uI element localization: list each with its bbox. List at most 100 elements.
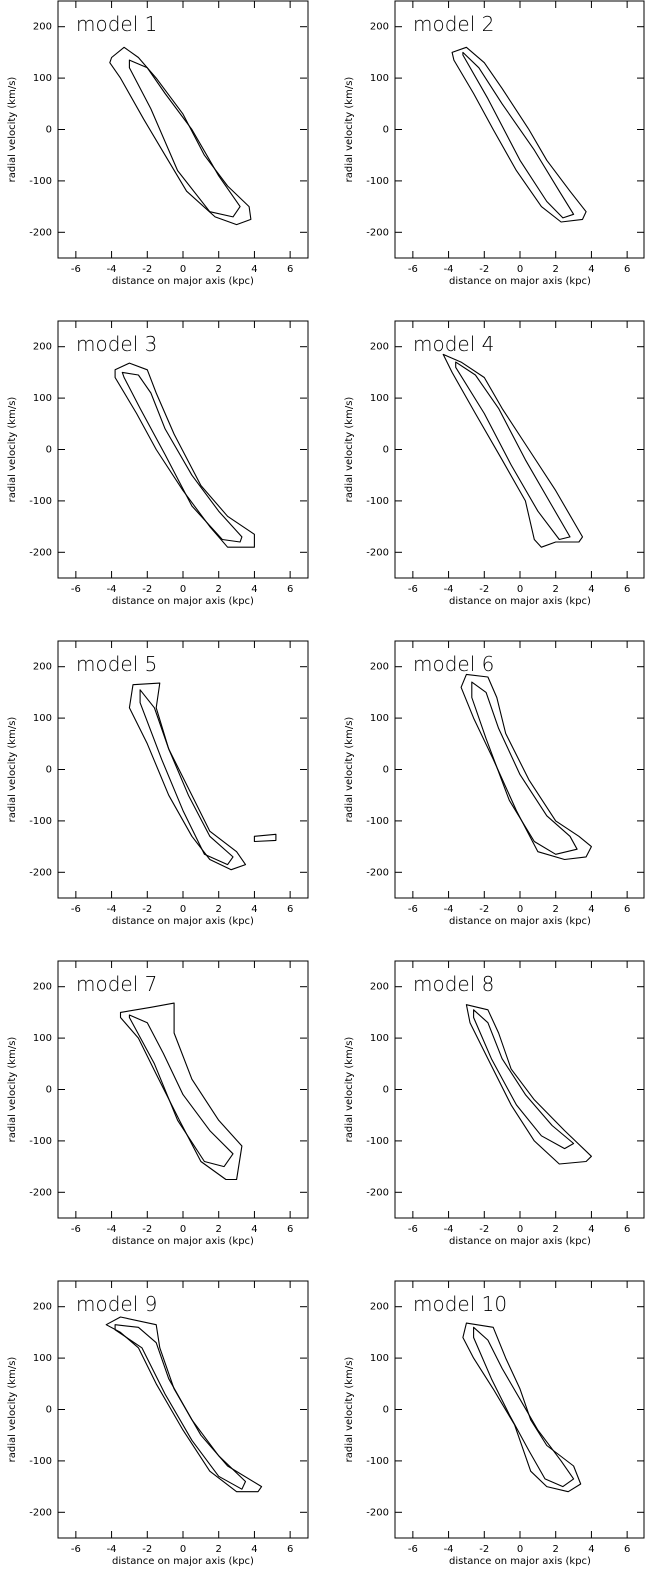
contour <box>119 1002 243 1181</box>
x-tick-label: 4 <box>588 1544 594 1555</box>
x-axis-label: distance on major axis (kpc) <box>449 276 591 287</box>
x-tick-label: 0 <box>180 584 186 595</box>
panel: model 9 -6 -4 -2 0 2 4 6 -200 -100 0 100 200 distance… <box>7 1280 309 1567</box>
x-tick-label: 2 <box>216 1224 222 1235</box>
y-tick-label: 0 <box>46 765 52 776</box>
x-tick-label: 4 <box>588 264 594 275</box>
x-axis-label: distance on major axis (kpc) <box>112 276 254 287</box>
x-tick-label: -6 <box>71 904 81 915</box>
y-tick-label: 100 <box>33 1033 52 1044</box>
contour <box>465 1004 592 1165</box>
y-tick-label: -200 <box>366 1187 389 1198</box>
y-tick-label: -200 <box>366 867 389 878</box>
x-tick-label: -2 <box>142 904 152 915</box>
x-tick-label: -6 <box>71 264 81 275</box>
x-axis-label: distance on major axis (kpc) <box>449 916 591 927</box>
contour <box>473 1009 575 1150</box>
y-tick-label: 0 <box>383 1085 389 1096</box>
y-tick-label: 100 <box>370 73 389 84</box>
x-tick-label: 0 <box>517 1224 523 1235</box>
x-tick-label: -6 <box>408 584 418 595</box>
x-tick-label: 2 <box>553 904 559 915</box>
y-tick-label: 0 <box>383 445 389 456</box>
panel-title: model 3 <box>76 332 157 356</box>
x-tick-label: -4 <box>107 264 117 275</box>
y-axis-label: radial velocity (km/s) <box>7 397 18 503</box>
x-tick-label: 2 <box>553 584 559 595</box>
y-tick-label: -100 <box>366 496 389 507</box>
x-tick-label: -4 <box>107 584 117 595</box>
y-tick-label: -200 <box>29 867 52 878</box>
y-tick-label: 100 <box>33 713 52 724</box>
y-tick-label: -100 <box>366 1456 389 1467</box>
x-tick-label: 0 <box>517 584 523 595</box>
contour <box>114 362 255 548</box>
x-tick-label: 2 <box>216 904 222 915</box>
x-tick-label: -4 <box>107 1544 117 1555</box>
x-tick-label: -2 <box>479 904 489 915</box>
panel: model 4 -6 -4 -2 0 2 4 6 -200 -100 0 100 200 distance… <box>344 320 645 607</box>
x-tick-label: 4 <box>251 904 257 915</box>
x-tick-label: -6 <box>408 264 418 275</box>
panel: model 6 -6 -4 -2 0 2 4 6 -200 -100 0 100 200 distance… <box>344 640 645 927</box>
y-tick-label: 100 <box>33 1353 52 1364</box>
y-axis-label: radial velocity (km/s) <box>344 397 355 503</box>
contour <box>462 51 575 219</box>
x-tick-label: 0 <box>180 1224 186 1235</box>
y-tick-label: 0 <box>46 125 52 136</box>
x-tick-label: 4 <box>588 584 594 595</box>
contour <box>109 46 252 226</box>
plot-frame <box>57 320 309 579</box>
x-axis-label: distance on major axis (kpc) <box>112 1236 254 1247</box>
x-tick-label: 0 <box>180 904 186 915</box>
y-tick-label: -200 <box>366 227 389 238</box>
y-tick-label: 200 <box>33 1302 52 1313</box>
x-tick-label: 0 <box>180 1544 186 1555</box>
contour <box>455 361 571 541</box>
x-tick-label: 2 <box>553 1544 559 1555</box>
x-tick-label: -6 <box>408 1544 418 1555</box>
x-tick-label: -6 <box>71 584 81 595</box>
y-tick-label: -100 <box>29 496 52 507</box>
y-axis-label: radial velocity (km/s) <box>344 77 355 183</box>
y-tick-label: 0 <box>383 1405 389 1416</box>
y-tick-label: 100 <box>370 1353 389 1364</box>
y-tick-label: 100 <box>33 73 52 84</box>
x-tick-label: -4 <box>444 264 454 275</box>
x-tick-label: 6 <box>624 904 630 915</box>
x-tick-label: -2 <box>479 1544 489 1555</box>
panel-title: model 10 <box>413 1292 507 1316</box>
panel-title: model 2 <box>413 12 494 36</box>
x-tick-label: 6 <box>624 1544 630 1555</box>
y-tick-label: -100 <box>29 176 52 187</box>
x-tick-label: 2 <box>553 264 559 275</box>
x-tick-label: 0 <box>180 264 186 275</box>
x-tick-label: 2 <box>553 1224 559 1235</box>
y-tick-label: 200 <box>33 22 52 33</box>
y-tick-label: 0 <box>46 1405 52 1416</box>
x-tick-label: 6 <box>287 1544 293 1555</box>
y-axis-label: radial velocity (km/s) <box>7 77 18 183</box>
x-tick-label: 2 <box>216 1544 222 1555</box>
contour <box>460 673 592 861</box>
panel-title: model 5 <box>76 652 157 676</box>
contour <box>473 1326 575 1488</box>
plot-frame <box>394 1280 645 1539</box>
x-tick-label: -2 <box>142 264 152 275</box>
y-tick-label: -100 <box>366 176 389 187</box>
contour <box>128 1014 234 1168</box>
x-tick-label: -2 <box>142 1544 152 1555</box>
x-tick-label: 6 <box>287 904 293 915</box>
plot-frame <box>394 640 645 899</box>
contour <box>121 371 243 543</box>
x-tick-label: -2 <box>142 1224 152 1235</box>
y-axis-label: radial velocity (km/s) <box>7 717 18 823</box>
y-tick-label: 0 <box>46 1085 52 1096</box>
y-tick-label: -100 <box>366 1136 389 1147</box>
x-tick-label: -2 <box>479 1224 489 1235</box>
x-tick-label: -4 <box>444 584 454 595</box>
x-axis-label: distance on major axis (kpc) <box>112 596 254 607</box>
x-tick-label: 6 <box>624 264 630 275</box>
y-tick-label: -200 <box>29 1507 52 1518</box>
